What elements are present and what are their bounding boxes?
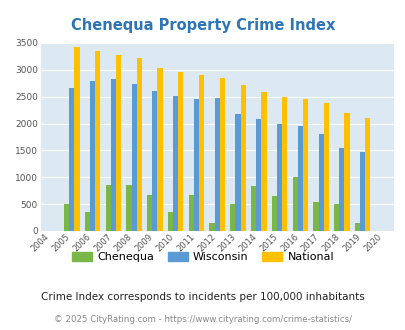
Bar: [126, 185, 131, 231]
Bar: [147, 195, 152, 231]
Bar: [240, 85, 245, 231]
Bar: [292, 177, 297, 231]
Bar: [105, 185, 111, 231]
Bar: [173, 96, 178, 231]
Bar: [343, 113, 349, 231]
Bar: [188, 195, 193, 231]
Bar: [364, 117, 369, 231]
Text: Crime Index corresponds to incidents per 100,000 inhabitants: Crime Index corresponds to incidents per…: [41, 292, 364, 302]
Bar: [256, 119, 261, 231]
Bar: [219, 78, 224, 231]
Bar: [90, 81, 95, 231]
Bar: [333, 204, 339, 231]
Bar: [230, 204, 235, 231]
Legend: Chenequa, Wisconsin, National: Chenequa, Wisconsin, National: [67, 248, 338, 267]
Bar: [198, 75, 204, 231]
Bar: [136, 58, 141, 231]
Text: © 2025 CityRating.com - https://www.cityrating.com/crime-statistics/: © 2025 CityRating.com - https://www.city…: [54, 315, 351, 324]
Bar: [313, 202, 318, 231]
Bar: [111, 80, 116, 231]
Bar: [323, 103, 328, 231]
Bar: [69, 87, 74, 231]
Bar: [95, 51, 100, 231]
Bar: [64, 204, 69, 231]
Bar: [318, 134, 323, 231]
Bar: [85, 212, 90, 231]
Bar: [152, 91, 157, 231]
Bar: [214, 98, 219, 231]
Bar: [271, 196, 276, 231]
Bar: [302, 99, 307, 231]
Bar: [178, 73, 183, 231]
Bar: [116, 55, 121, 231]
Bar: [339, 148, 343, 231]
Bar: [157, 68, 162, 231]
Bar: [359, 152, 364, 231]
Bar: [276, 124, 281, 231]
Bar: [281, 97, 287, 231]
Bar: [167, 212, 173, 231]
Bar: [354, 223, 359, 231]
Bar: [250, 186, 256, 231]
Bar: [193, 99, 198, 231]
Bar: [74, 47, 79, 231]
Bar: [235, 114, 240, 231]
Bar: [261, 92, 266, 231]
Text: Chenequa Property Crime Index: Chenequa Property Crime Index: [70, 18, 335, 33]
Bar: [209, 223, 214, 231]
Bar: [297, 126, 302, 231]
Bar: [131, 84, 136, 231]
